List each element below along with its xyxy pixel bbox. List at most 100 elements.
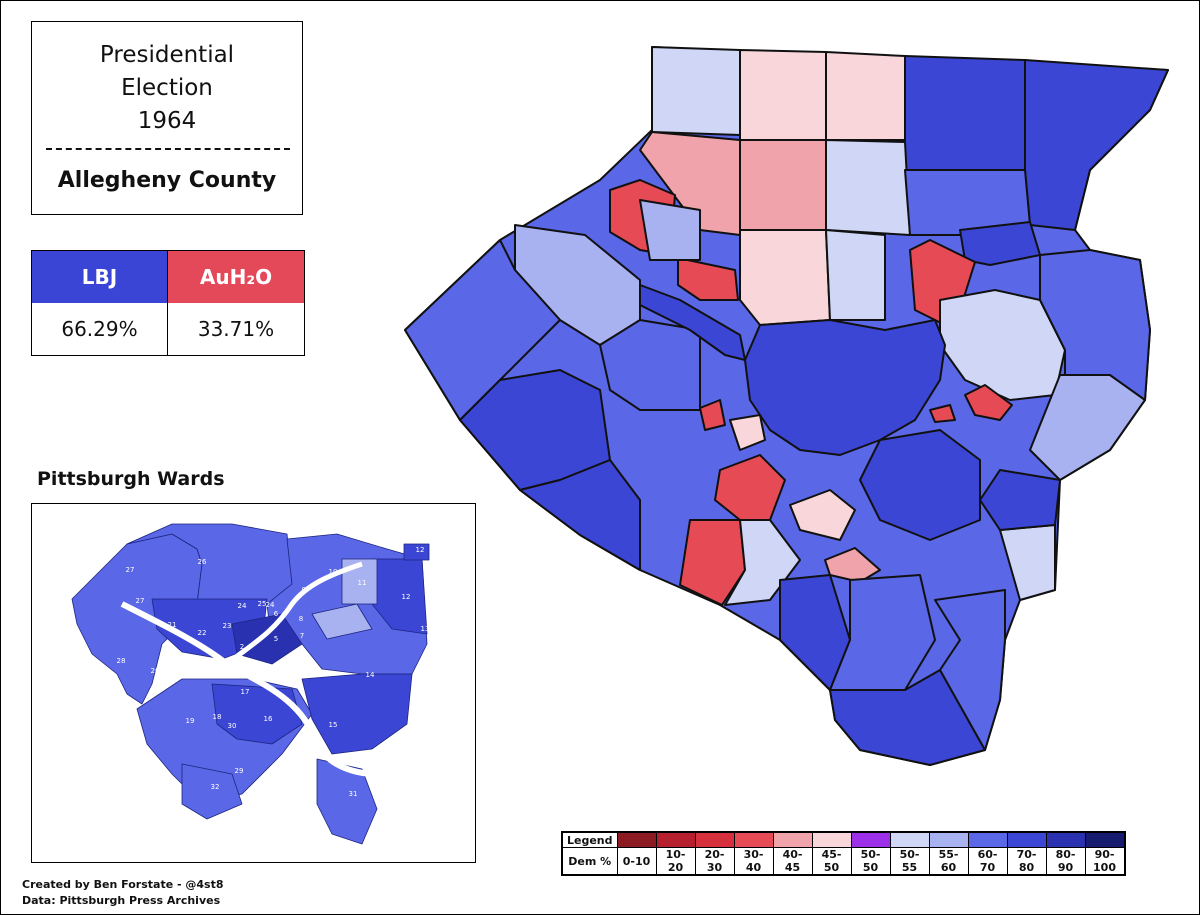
ward-label: 19 — [186, 717, 195, 725]
muni-north-6 — [639, 131, 741, 236]
dem-candidate-label: LBJ — [32, 251, 168, 303]
muni-north-4 — [904, 55, 1026, 171]
title-box: Presidential Election 1964 Allegheny Cou… — [31, 21, 303, 215]
results-table: LBJ AuH₂O 66.29% 33.71% — [31, 250, 305, 356]
inset-title: Pittsburgh Wards — [37, 468, 225, 490]
muni-north-11 — [825, 229, 886, 321]
legend-bin-label: 70-80 — [1006, 847, 1047, 875]
legend-swatch — [616, 832, 657, 848]
ward-southeast — [301, 673, 413, 755]
ward-label: 10 — [329, 568, 338, 576]
legend-bin-label: 50-50 — [850, 847, 891, 875]
muni-dark-3 — [859, 429, 981, 541]
ward-label: 21 — [168, 621, 177, 629]
ward-label: 26 — [198, 558, 207, 566]
ward-label: 3 — [242, 656, 246, 664]
legend-swatch — [1006, 832, 1047, 848]
credit-author: Created by Ben Forstate - @4st8 — [22, 878, 224, 891]
muni-red-5 — [679, 519, 746, 606]
muni-red-6 — [964, 384, 1013, 421]
ward-label: 31 — [349, 790, 358, 798]
credits: Created by Ben Forstate - @4st8 Data: Pi… — [22, 877, 224, 909]
legend-bin-label: 30-40 — [733, 847, 774, 875]
muni-south-2 — [829, 669, 986, 766]
muni-dark-1 — [979, 469, 1061, 531]
ward-label: 6 — [274, 610, 279, 618]
title-line-2: Election — [121, 75, 213, 101]
muni-red-8 — [929, 404, 956, 423]
ward-label: 12 — [416, 546, 425, 554]
legend-row-label: Dem % — [562, 847, 618, 875]
ward-3-5 — [231, 613, 303, 665]
ward-12 — [403, 543, 430, 561]
ward-7 — [311, 603, 373, 640]
legend-swatch — [1084, 832, 1125, 848]
legend-swatch — [889, 832, 930, 848]
ward-label: 32 — [211, 783, 220, 791]
allegheny-river — [225, 561, 363, 666]
legend-bin-label: 55-60 — [928, 847, 969, 875]
county-name: Allegheny County — [57, 168, 277, 193]
ward-label: 5 — [274, 635, 278, 643]
muni-north-10 — [739, 229, 831, 326]
legend-bin-label: 10-20 — [655, 847, 696, 875]
ward-31 — [316, 758, 378, 845]
legend-swatch — [811, 832, 852, 848]
legend-bin-label: 20-30 — [694, 847, 735, 875]
muni-west-3 — [519, 459, 641, 571]
ward-south-dark — [211, 683, 303, 745]
muni-pink-1 — [789, 489, 856, 541]
ward-label: 14 — [366, 671, 375, 679]
ward-label: 1 — [230, 656, 234, 664]
ward-label: 28 — [117, 657, 126, 665]
muni-north-1 — [651, 46, 741, 136]
dem-percentage: 66.29% — [32, 303, 168, 355]
muni-red-7 — [699, 399, 726, 431]
ward-label: 20 — [151, 667, 160, 675]
wards-map: 1234567891011121213141516171819202122232… — [71, 523, 430, 845]
muni-north-5 — [1024, 59, 1169, 231]
legend-bin-label: 60-70 — [967, 847, 1008, 875]
muni-red-3 — [677, 257, 739, 301]
title-line-1: Presidential — [99, 42, 235, 68]
rep-candidate-label: AuH₂O — [168, 251, 304, 303]
muni-north-12 — [959, 221, 1041, 266]
ward-label: 13 — [421, 625, 430, 633]
title-line-3: 1964 — [137, 108, 197, 134]
muni-south-3 — [934, 589, 1006, 751]
legend-bin-label: 50-55 — [889, 847, 930, 875]
legend-swatch — [694, 832, 735, 848]
title-divider — [46, 148, 290, 150]
ward-label: 2 — [240, 643, 244, 651]
ward-label: 24 — [238, 602, 247, 610]
muni-north-8 — [825, 139, 911, 236]
muni-light-6 — [729, 414, 766, 451]
ward-label: 9 — [302, 586, 306, 594]
muni-river-strip — [639, 284, 746, 361]
ward-label: 23 — [223, 622, 232, 630]
ward-label: 30 — [228, 722, 237, 730]
ward-label: 22 — [198, 629, 207, 637]
ward-label: 18 — [213, 713, 222, 721]
legend-swatch — [733, 832, 774, 848]
legend-swatch — [967, 832, 1008, 848]
muni-light-2 — [639, 199, 701, 261]
rep-percentage: 33.71% — [168, 303, 304, 355]
legend-swatch — [850, 832, 891, 848]
ward-label: 4 — [292, 665, 297, 673]
legend-swatch — [928, 832, 969, 848]
muni-city-center — [744, 319, 946, 456]
legend-bin-label: 40-45 — [772, 847, 813, 875]
legend-swatch — [655, 832, 696, 848]
rivers — [120, 601, 378, 777]
ward-label: 15 — [329, 721, 338, 729]
legend: Legend Dem % 0-10 10-20 20-30 30-40 40-45 45-… — [561, 831, 1126, 876]
muni-pink-2 — [824, 547, 881, 583]
ward-32 — [181, 763, 243, 820]
credit-source: Data: Pittsburgh Press Archives — [22, 894, 221, 907]
ward-label: 7 — [300, 632, 304, 640]
ward-label: 17 — [241, 688, 250, 696]
legend-bin-label: 0-10 — [616, 847, 657, 875]
ward-label: 8 — [299, 615, 303, 623]
